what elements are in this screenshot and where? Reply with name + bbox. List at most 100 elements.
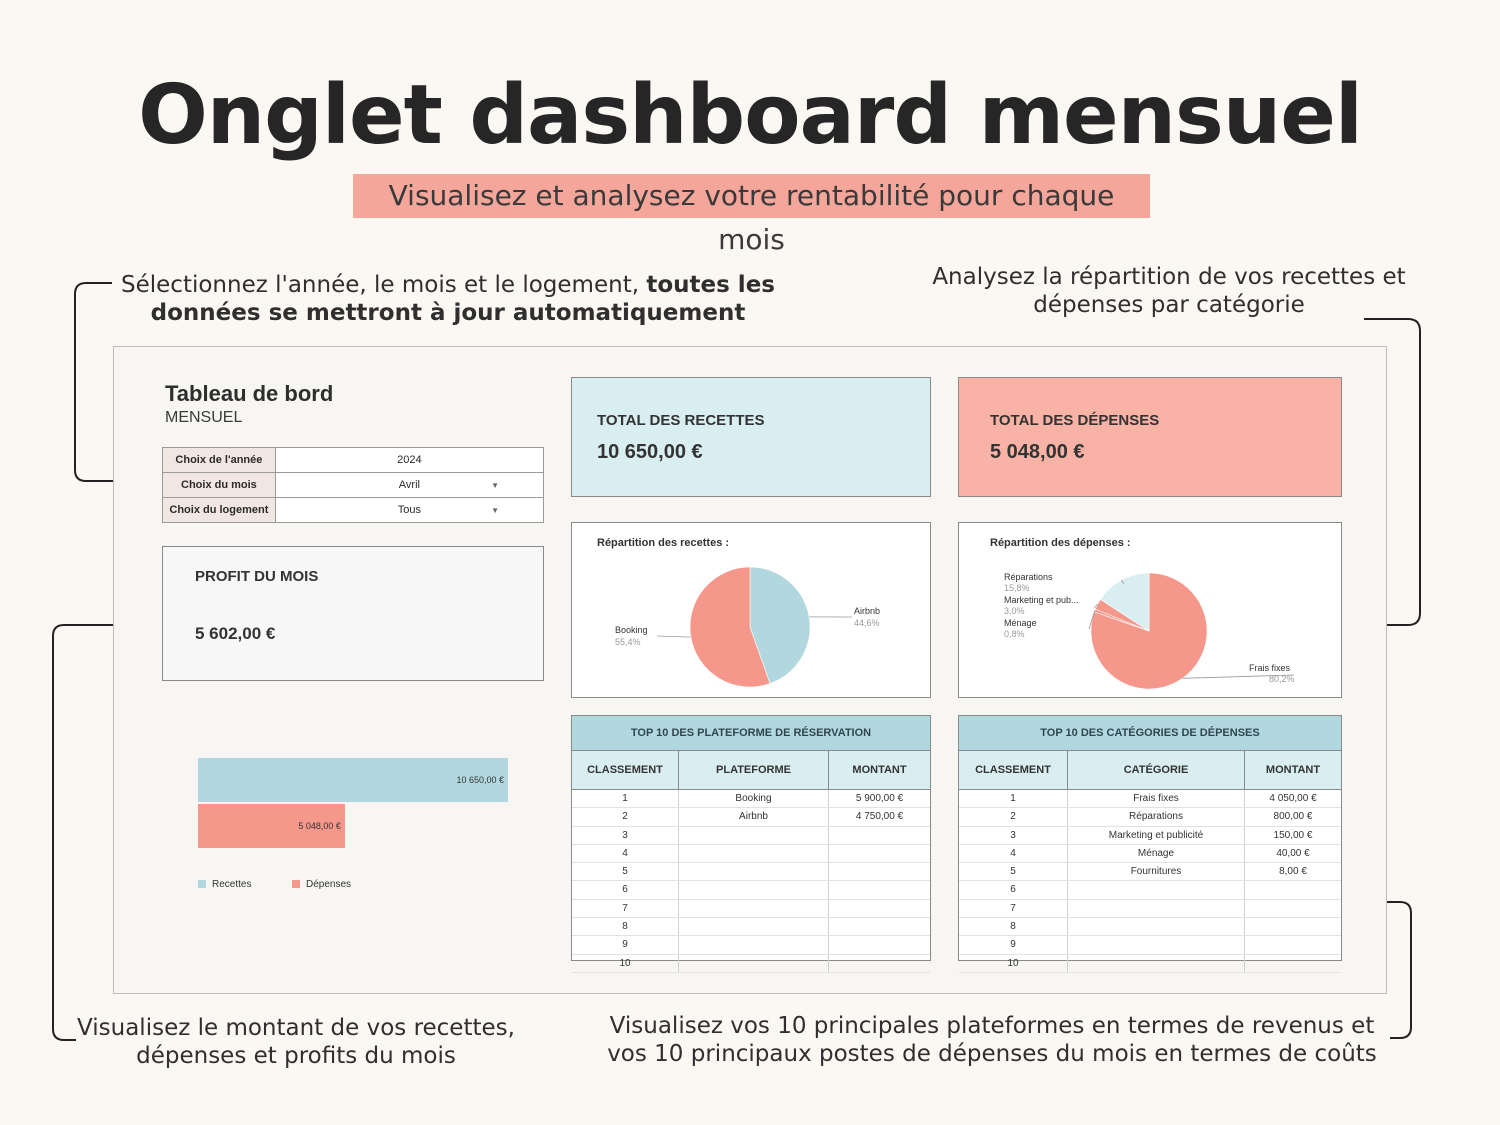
category-cell: Réparations <box>1068 808 1245 826</box>
amount-cell <box>829 955 930 972</box>
note-selection-text: Sélectionnez l'année, le mois et le loge… <box>121 272 647 298</box>
table-row: 1 Booking 5 900,00 € <box>572 790 930 809</box>
pie-depenses-title: Répartition des dépenses : <box>990 537 1131 549</box>
amount-cell <box>1245 881 1341 898</box>
amount-cell <box>1245 936 1341 953</box>
rank-cell: 5 <box>572 863 679 881</box>
rank-cell: 6 <box>572 881 679 899</box>
column-header: CATÉGORIE <box>1068 751 1245 789</box>
recettes-label: TOTAL DES RECETTES <box>597 412 765 429</box>
pie-percent-marketing-et-pub-: 3,0% <box>1004 606 1025 616</box>
housing-value: Tous <box>397 504 422 516</box>
rank-cell: 1 <box>572 790 679 808</box>
rank-cell: 9 <box>959 936 1068 954</box>
table-row: 8 <box>572 918 930 937</box>
amount-cell <box>829 827 930 844</box>
note-amounts: Visualisez le montant de vos recettes, d… <box>70 1014 522 1070</box>
table-row: 8 <box>959 918 1341 937</box>
table-row: 3 Marketing et publicité 150,00 € <box>959 826 1341 845</box>
pie-depenses-card: Répartition des dépenses : Frais fixes 80… <box>958 522 1342 698</box>
note-selection: Sélectionnez l'année, le mois et le loge… <box>118 271 778 327</box>
rank-cell: 10 <box>572 954 679 972</box>
category-cell <box>1068 918 1245 936</box>
table-row: 2 Airbnb 4 750,00 € <box>572 808 930 827</box>
year-select[interactable]: 2024 <box>274 447 545 473</box>
platform-cell <box>679 954 829 972</box>
pie-percent-m-nage: 0,8% <box>1004 629 1025 639</box>
rank-cell: 3 <box>959 826 1068 844</box>
platform-cell <box>679 918 829 936</box>
top-categories-caption: TOP 10 DES CATÉGORIES DE DÉPENSES <box>959 716 1341 751</box>
pie-leader-marketing-et-pub- <box>1093 603 1098 609</box>
note-top10: Visualisez vos 10 principales plateforme… <box>600 1012 1384 1068</box>
rank-cell: 8 <box>572 918 679 936</box>
table-row: 6 <box>572 881 930 900</box>
dashboard-subtitle: MENSUEL <box>165 409 243 426</box>
page-title: Onglet dashboard mensuel <box>138 68 1363 163</box>
category-cell <box>1068 936 1245 954</box>
rank-cell: 4 <box>572 844 679 863</box>
rank-cell: 2 <box>959 808 1068 826</box>
category-cell: Marketing et publicité <box>1068 826 1245 844</box>
amount-cell: 4 050,00 € <box>1269 793 1317 804</box>
pie-leader-r-parations <box>1120 579 1125 585</box>
depenses-card: TOTAL DES DÉPENSES 5 048,00 € <box>958 377 1342 497</box>
note-top10-line-2: vos 10 principaux postes de dépenses du … <box>607 1041 1377 1067</box>
note-breakdown: Analysez la répartition de vos recettes … <box>925 263 1413 319</box>
amount-cell <box>829 863 930 880</box>
profit-value: 5 602,00 € <box>195 624 276 643</box>
amount-cell: 4 750,00 € <box>855 811 904 823</box>
chevron-down-icon[interactable]: ▼ <box>491 506 499 515</box>
pie-recettes-title: Répartition des recettes : <box>597 537 730 549</box>
pie-leader-frais-fixes <box>1182 674 1295 679</box>
table-row: 2 Réparations 800,00 € <box>959 808 1341 827</box>
bar-d-penses <box>198 804 345 848</box>
pie-slice-r-parations <box>1099 572 1150 632</box>
recettes-card: TOTAL DES RECETTES 10 650,00 € <box>571 377 931 497</box>
legend-depenses: Dépenses <box>292 879 351 890</box>
bar-recettes <box>198 758 508 802</box>
pie-label-m-nage: Ménage <box>1004 618 1037 628</box>
platform-cell: Booking <box>679 790 829 808</box>
selector-row-housing: Choix du logement Tous ▼ <box>162 497 545 523</box>
bar-chart: 10 650,00 € 5 048,00 € <box>198 758 508 848</box>
page-subtitle: Visualisez et analysez votre rentabilité… <box>353 174 1150 256</box>
dashboard-title: Tableau de bord <box>165 381 334 406</box>
table-row: 3 <box>572 826 930 845</box>
column-header: MONTANT <box>1265 764 1321 776</box>
note-amounts-line-2: dépenses et profits du mois <box>136 1043 456 1069</box>
arrow-amounts <box>52 617 142 1041</box>
pie-percent-frais-fixes: 80,2% <box>1269 674 1295 684</box>
amount-cell <box>829 845 930 862</box>
amount-cell <box>829 918 930 935</box>
pie-leader-m-nage <box>1088 610 1096 630</box>
month-value: Avril <box>398 479 420 491</box>
amount-cell: 800,00 € <box>1273 811 1313 823</box>
amount-cell: 5 900,00 € <box>855 793 904 804</box>
month-select[interactable]: Avril ▼ <box>274 472 545 498</box>
top-platforms-table: TOP 10 DES PLATEFORME DE RÉSERVATION CLA… <box>571 715 931 973</box>
rank-cell: 2 <box>572 808 679 826</box>
arrow-top10 <box>1312 894 1412 1039</box>
pie-slice-booking <box>689 566 771 688</box>
amount-cell <box>829 936 930 953</box>
housing-select[interactable]: Tous ▼ <box>274 497 545 523</box>
table-row: 7 <box>572 899 930 919</box>
rank-cell: 9 <box>572 936 679 954</box>
column-header: PLATEFORME <box>679 751 829 789</box>
recettes-value: 10 650,00 € <box>597 441 703 463</box>
pie-label-booking: Booking <box>615 625 648 635</box>
chevron-down-icon[interactable]: ▼ <box>491 481 499 490</box>
note-selection-bold-1: toutes les <box>646 272 775 298</box>
profit-card: PROFIT DU MOIS 5 602,00 € <box>162 546 544 681</box>
category-cell <box>1068 881 1245 899</box>
rank-cell: 1 <box>959 790 1068 808</box>
rank-cell: 5 <box>959 863 1068 881</box>
amount-cell <box>1245 955 1341 972</box>
bar-label-recettes: 10 650,00 € <box>456 775 504 785</box>
note-breakdown-line-1: Analysez la répartition de vos recettes … <box>932 264 1406 290</box>
pie-percent-r-parations: 15,8% <box>1004 583 1030 593</box>
top-platforms-body: 1 Booking 5 900,00 € 2 Airbnb 4 750,00 € 3 4 5 6 7… <box>572 790 930 973</box>
note-breakdown-line-2: dépenses par catégorie <box>1033 292 1305 318</box>
category-cell <box>1068 899 1245 918</box>
